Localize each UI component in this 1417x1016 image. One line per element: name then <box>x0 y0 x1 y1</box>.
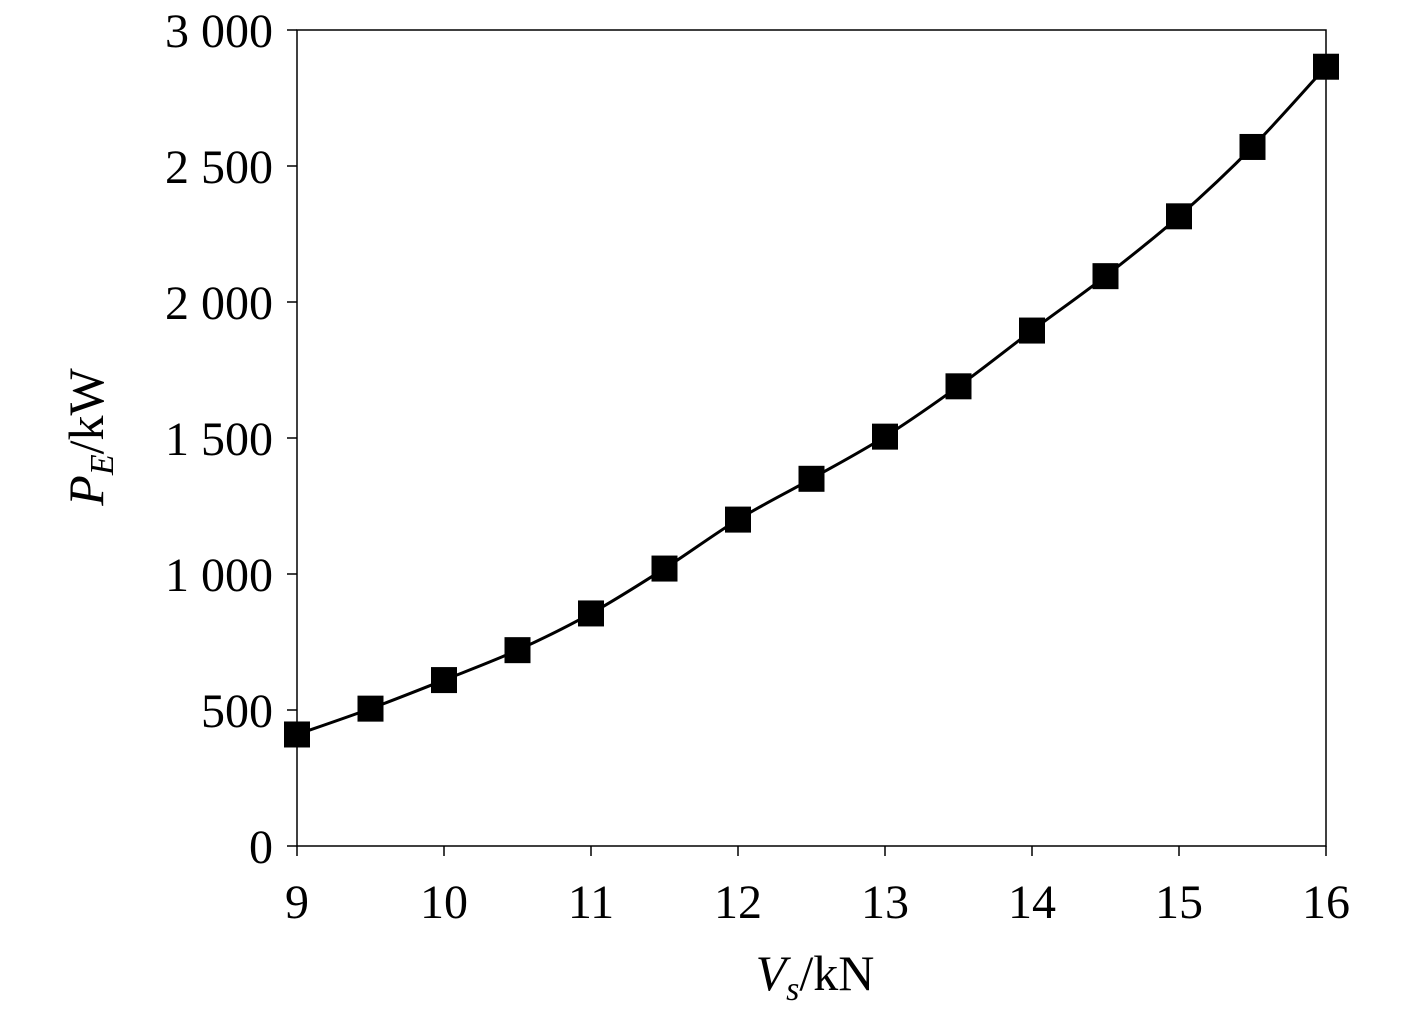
data-point-marker <box>798 465 825 492</box>
data-point-marker <box>651 555 678 582</box>
x-tick-label: 10 <box>420 876 468 929</box>
plot-border <box>296 29 1327 847</box>
x-tick-label: 13 <box>861 876 909 929</box>
y-tick-label: 1 000 <box>165 549 273 602</box>
data-point-marker <box>945 373 972 400</box>
data-point-marker <box>872 423 898 450</box>
data-point-marker <box>431 667 457 694</box>
x-tick-label: 11 <box>568 876 614 929</box>
data-point-marker <box>284 721 310 748</box>
x-tick-label: 9 <box>285 876 309 929</box>
data-point-marker <box>504 637 531 664</box>
y-axis-title: PE/kW <box>58 367 121 506</box>
x-tick-label: 15 <box>1155 876 1203 929</box>
x-tick-label: 12 <box>714 876 762 929</box>
series-line <box>296 65 1328 736</box>
y-tick-label: 500 <box>201 685 273 738</box>
x-tick-label: 14 <box>1008 876 1056 929</box>
data-point-marker <box>725 506 751 533</box>
data-point-marker <box>1239 133 1266 160</box>
x-axis-title: Vs/kN <box>756 945 875 1008</box>
data-point-marker <box>1019 317 1045 344</box>
y-tick-label: 1 500 <box>165 413 273 466</box>
data-point-marker <box>1313 53 1339 80</box>
y-tick-label: 3 000 <box>165 5 273 58</box>
y-tick-label: 2 500 <box>165 141 273 194</box>
series-markers <box>284 53 1339 748</box>
x-axis: 9 10 11 12 13 14 15 16 <box>285 846 1350 929</box>
data-point-marker <box>578 600 604 627</box>
y-tick-label: 2 000 <box>165 277 273 330</box>
data-point-marker <box>1166 203 1192 230</box>
plot-area-frame <box>296 29 1327 847</box>
y-tick-label: 0 <box>249 821 273 874</box>
y-axis: 0 500 1 000 1 500 2 000 2 500 3 000 <box>165 5 297 874</box>
data-point-marker <box>1092 263 1119 290</box>
data-point-marker <box>357 695 384 722</box>
x-tick-label: 16 <box>1302 876 1350 929</box>
